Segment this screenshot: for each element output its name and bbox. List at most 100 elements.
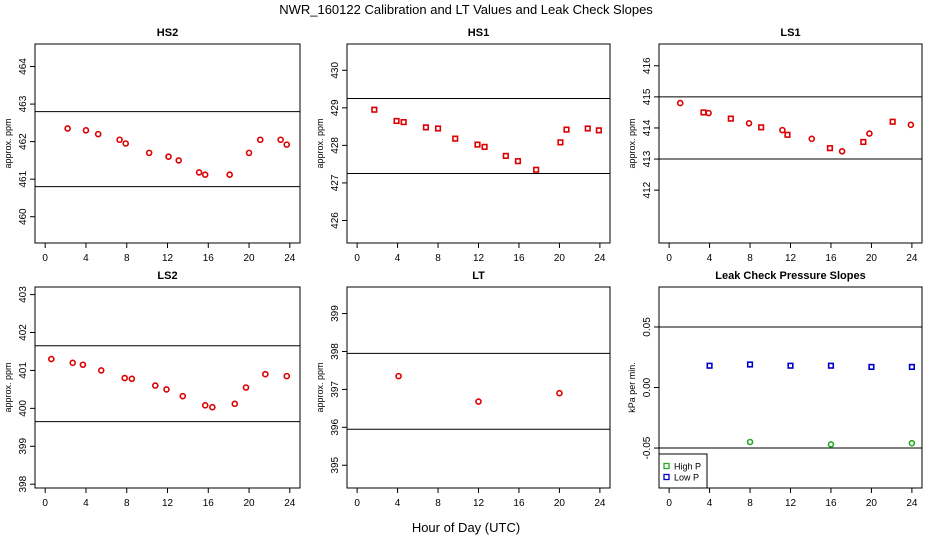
figure-title: NWR_160122 Calibration and LT Values and… — [279, 2, 653, 17]
y-tick-label: 402 — [18, 324, 29, 341]
data-point — [481, 143, 488, 150]
data-point — [175, 157, 183, 164]
data-point — [868, 363, 875, 371]
panels: HS2 0 4 8 12 16 20 24 460 461 462 463 464 approx. ppm… — [3, 27, 923, 509]
panel-5: LT 0 4 8 12 16 20 24 395 396 397 398 399 approx. ppm — [315, 270, 611, 509]
y-tick-label: 412 — [642, 181, 653, 198]
x-tick-label: 0 — [354, 498, 360, 509]
data-point — [94, 130, 102, 138]
y-tick-label: 398 — [18, 475, 29, 492]
data-point — [165, 153, 172, 160]
panel-title: LS2 — [157, 270, 177, 282]
data-point — [201, 402, 209, 409]
x-tick-label: 16 — [825, 253, 837, 264]
x-tick-label: 12 — [473, 253, 485, 264]
x-tick-label: 0 — [666, 498, 672, 509]
y-axis-label: approx. ppm — [315, 118, 325, 168]
x-tick-label: 4 — [707, 253, 713, 264]
y-tick-label: 415 — [642, 88, 653, 105]
data-point — [116, 136, 123, 144]
data-point — [584, 125, 591, 132]
x-tick-label: 4 — [83, 498, 89, 509]
y-tick-label: 397 — [330, 381, 341, 398]
data-point — [283, 372, 291, 380]
x-tick-label: 20 — [866, 498, 878, 509]
panel-4: LS2 0 4 8 12 16 20 24 398 399 400 401 402 403 approx. … — [3, 270, 301, 509]
y-tick-label: 403 — [18, 286, 29, 303]
y-tick-label: 398 — [330, 343, 341, 360]
data-point — [283, 141, 291, 148]
x-tick-label: 4 — [395, 498, 401, 509]
data-point — [256, 136, 264, 144]
data-point — [706, 362, 713, 369]
x-tick-label: 20 — [866, 253, 878, 264]
x-tick-label: 4 — [707, 498, 713, 509]
plot-frame — [346, 286, 611, 489]
data-point — [908, 439, 916, 447]
panel-1: HS2 0 4 8 12 16 20 24 460 461 462 463 464 approx. ppm — [3, 27, 301, 264]
data-point — [452, 135, 459, 142]
x-tick-label: 24 — [906, 253, 918, 264]
legend-label: High P — [674, 462, 701, 472]
data-point — [245, 149, 253, 157]
panel-6: Leak Check Pressure Slopes 0 4 8 12 16 20 24 -0.… — [627, 270, 923, 509]
x-tick-label: 24 — [594, 498, 606, 509]
x-tick-label: 12 — [473, 498, 485, 509]
panel-title: HS2 — [157, 27, 178, 39]
data-point — [827, 441, 835, 448]
x-tick-label: 16 — [825, 498, 837, 509]
x-tick-label: 24 — [594, 253, 606, 264]
x-tick-label: 12 — [785, 253, 797, 264]
y-tick-label: 460 — [18, 208, 29, 225]
x-tick-label: 8 — [435, 498, 441, 509]
panel-3: LS1 0 4 8 12 16 20 24 412 413 414 415 416 approx. ppm — [627, 27, 923, 264]
data-point — [779, 126, 786, 134]
data-point — [434, 125, 442, 132]
x-tick-label: 8 — [747, 498, 753, 509]
data-point — [514, 158, 522, 165]
x-tick-label: 8 — [435, 253, 441, 264]
data-point — [69, 359, 77, 367]
x-tick-label: 16 — [513, 253, 525, 264]
data-point — [907, 121, 915, 129]
y-tick-label: 461 — [18, 170, 29, 187]
x-tick-label: 12 — [162, 253, 174, 264]
panel-title: Leak Check Pressure Slopes — [715, 270, 865, 282]
x-tick-label: 8 — [124, 253, 130, 264]
data-point — [746, 361, 754, 368]
x-tick-label: 20 — [554, 253, 566, 264]
x-tick-label: 16 — [203, 498, 215, 509]
data-point — [556, 389, 563, 397]
data-point — [201, 171, 209, 178]
data-point — [82, 127, 90, 134]
data-point — [79, 361, 87, 369]
legend-swatch — [663, 462, 670, 470]
y-axis-label: approx. ppm — [315, 362, 325, 412]
y-tick-label: 416 — [642, 57, 653, 74]
y-tick-label: 427 — [330, 174, 341, 191]
x-tick-label: 0 — [42, 253, 48, 264]
legend-label: Low P — [674, 473, 699, 483]
x-tick-label: 0 — [666, 253, 672, 264]
y-tick-label: 413 — [642, 150, 653, 167]
data-point — [277, 136, 284, 144]
data-point — [371, 106, 378, 113]
x-tick-label: 8 — [124, 498, 130, 509]
data-point — [700, 109, 707, 116]
y-axis-label: approx. ppm — [627, 118, 637, 168]
data-point — [128, 375, 136, 383]
data-point — [97, 367, 105, 374]
panel-title: HS1 — [468, 27, 489, 39]
data-point — [727, 115, 734, 122]
data-point — [784, 131, 791, 138]
data-point — [533, 166, 540, 173]
panel-2: HS1 0 4 8 12 16 20 24 426 427 428 429 430 approx. ppm — [315, 27, 611, 264]
data-point — [746, 438, 754, 446]
data-point — [121, 374, 128, 382]
x-tick-label: 12 — [162, 498, 174, 509]
panel-title: LS1 — [780, 27, 800, 39]
data-point — [179, 392, 187, 400]
data-point — [242, 384, 250, 391]
data-point — [889, 118, 896, 125]
